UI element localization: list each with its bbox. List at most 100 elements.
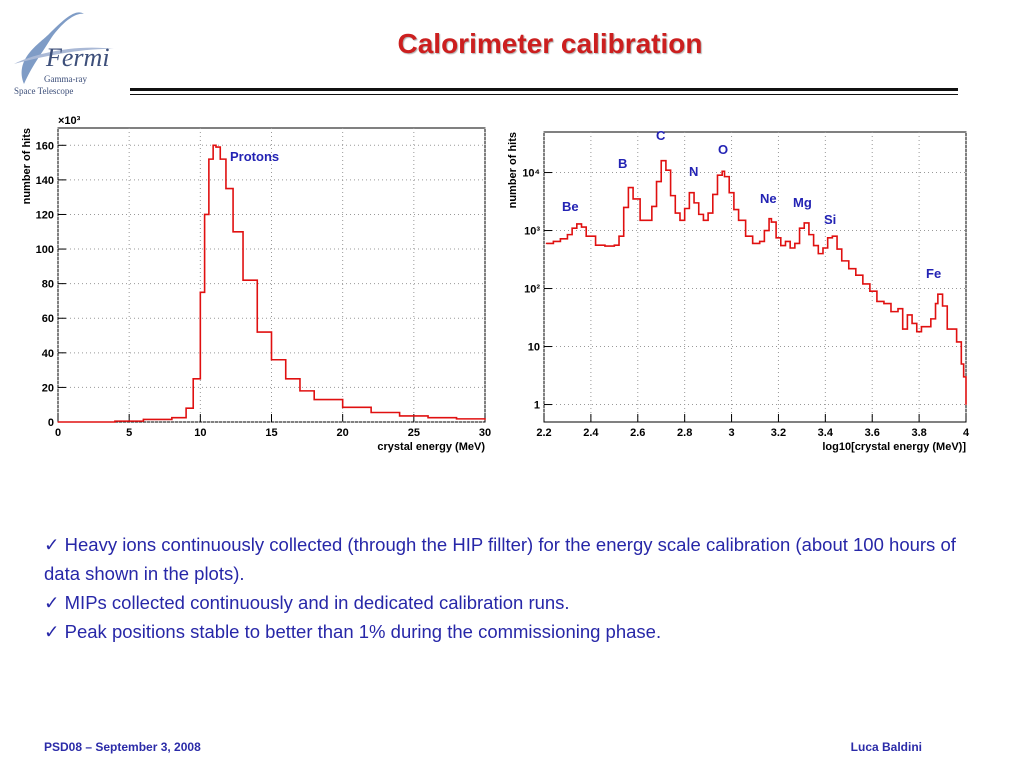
- data-point: [902, 328, 904, 330]
- data-point: [775, 237, 777, 239]
- series-line: [58, 144, 486, 423]
- data-point: [930, 318, 932, 320]
- data-point: [946, 328, 948, 330]
- data-point: [208, 158, 210, 160]
- data-point: [813, 244, 815, 247]
- logo-brand: Fermi: [45, 43, 110, 72]
- data-point: [684, 207, 686, 210]
- data-point: [192, 378, 194, 380]
- data-point: [798, 227, 801, 229]
- data-point: [890, 311, 892, 313]
- data-point: [484, 418, 486, 421]
- peak-label-mg: Mg: [793, 195, 812, 210]
- data-point: [794, 242, 796, 245]
- data-point: [723, 176, 726, 178]
- peak-label-fe: Fe: [926, 266, 941, 281]
- y-multiplier-label: ×10³: [58, 115, 81, 127]
- y-tick-label: 10⁴: [522, 168, 540, 180]
- data-point: [655, 180, 658, 183]
- data-point: [768, 218, 770, 220]
- data-point: [712, 193, 714, 195]
- y-tick-label: 140: [36, 175, 54, 187]
- data-point: [934, 302, 937, 305]
- peak-label-protons: Protons: [230, 149, 279, 164]
- y-tick-label: 10³: [524, 226, 540, 238]
- data-point: [780, 244, 782, 247]
- y-tick-label: 120: [36, 209, 54, 221]
- data-point: [212, 144, 214, 146]
- peak-label-ne: Ne: [760, 191, 777, 206]
- data-point: [580, 226, 583, 228]
- data-point: [679, 219, 681, 221]
- slide-title: Calorimeter calibration: [397, 28, 703, 59]
- data-point: [559, 238, 562, 240]
- proton-energy-histogram: 0 5 10 15 20 25 30 0 20 40 60 80 100 120 140 160 crystal…: [21, 115, 491, 453]
- data-point: [770, 221, 773, 223]
- x-tick-label: 5: [126, 427, 132, 439]
- data-point: [906, 314, 908, 316]
- x-tick-label: 25: [408, 427, 420, 439]
- data-point: [142, 418, 144, 421]
- fermi-logo: Fermi Gamma-ray Space Telescope: [14, 12, 114, 96]
- y-tick-label: 1: [534, 400, 540, 412]
- data-point: [613, 244, 615, 246]
- data-point: [370, 411, 372, 414]
- data-point: [313, 398, 315, 401]
- data-point: [925, 326, 927, 328]
- y-tick-label: 20: [42, 382, 54, 394]
- data-point: [665, 169, 667, 171]
- data-point: [674, 212, 676, 214]
- y-axis-label: number of hits: [21, 128, 33, 204]
- bullet-item: ✓ MIPs collected continuously and in ded…: [44, 592, 570, 613]
- data-point: [204, 213, 206, 216]
- heavy-ion-energy-histogram: 2.2 2.4 2.6 2.8 3 3.2 3.4 3.6 3.8 4 1 10 10² 10³ 10⁴ lo…: [507, 128, 970, 453]
- x-tick-label: 2.2: [536, 427, 551, 439]
- peak-label-n: N: [689, 164, 698, 179]
- data-point: [707, 212, 709, 214]
- x-tick-label: 2.8: [677, 427, 692, 439]
- data-point: [660, 160, 662, 162]
- y-tick-label: 0: [48, 417, 54, 429]
- data-point: [808, 234, 810, 236]
- data-point: [728, 192, 730, 194]
- x-tick-label: 4: [963, 427, 970, 439]
- data-point: [627, 186, 629, 189]
- y-tick-label: 10: [528, 342, 540, 354]
- data-point: [171, 417, 173, 419]
- data-point: [855, 274, 857, 276]
- data-point: [876, 300, 878, 303]
- data-point: [721, 170, 723, 172]
- y-tick-label: 80: [42, 279, 54, 291]
- x-tick-label: 3.2: [771, 427, 786, 439]
- series-line: [546, 159, 967, 405]
- data-point: [920, 326, 923, 328]
- data-point: [285, 378, 287, 380]
- logo-sub2: Space Telescope: [14, 86, 73, 96]
- data-point: [399, 415, 401, 417]
- x-axis-label: log10[crystal energy (MeV)]: [822, 441, 966, 453]
- data-point: [965, 403, 967, 406]
- data-point: [869, 290, 871, 292]
- x-tick-label: 3.4: [818, 427, 834, 439]
- data-point: [232, 231, 234, 233]
- logo-swoosh: [21, 12, 84, 85]
- data-point: [831, 235, 833, 237]
- footer-author: Luca Baldini: [850, 740, 922, 754]
- data-point: [632, 198, 634, 200]
- footer-event: PSD08 – September 3, 2008: [44, 740, 201, 754]
- data-point: [225, 187, 227, 190]
- data-point: [576, 223, 578, 225]
- data-point: [956, 341, 958, 343]
- data-point: [963, 376, 965, 378]
- bullet-list: ✓ Heavy ions continuously collected (thr…: [44, 530, 974, 646]
- data-point: [716, 174, 719, 176]
- data-point: [114, 420, 116, 422]
- x-tick-label: 10: [194, 427, 206, 439]
- x-tick-label: 0: [55, 427, 61, 439]
- data-point: [670, 195, 672, 197]
- data-point: [618, 235, 620, 237]
- data-point: [759, 240, 761, 242]
- bullet-item: ✓ Heavy ions continuously collected (thr…: [44, 534, 956, 584]
- data-point: [651, 205, 653, 208]
- data-point: [57, 421, 59, 423]
